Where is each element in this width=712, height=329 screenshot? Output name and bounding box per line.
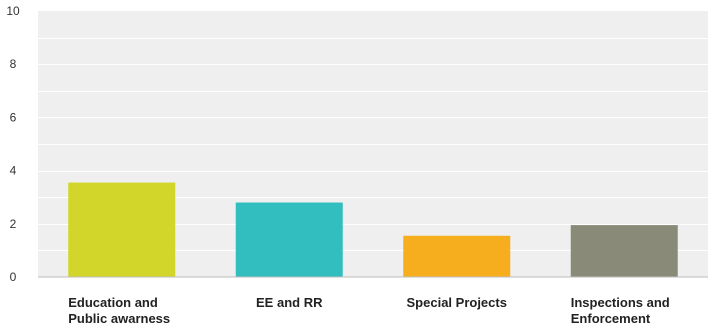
- x-tick-label: EE and RR: [256, 295, 323, 310]
- x-tick-label: Inspections and Enforcement: [571, 295, 670, 326]
- y-tick-label: 6: [10, 110, 17, 124]
- y-tick-label: 0: [10, 270, 17, 284]
- bar: [235, 202, 343, 277]
- y-axis-ticks: 0 2 4 6 8 10: [6, 4, 20, 284]
- x-tick-label: Education and Public awarness: [68, 295, 170, 326]
- y-tick-label: 4: [10, 164, 17, 178]
- bar: [403, 235, 511, 277]
- bars: [68, 182, 678, 277]
- bar: [68, 182, 176, 277]
- y-tick-label: 10: [6, 4, 20, 18]
- x-tick-label: Special Projects: [407, 295, 507, 310]
- y-tick-label: 8: [10, 57, 17, 71]
- y-tick-label: 2: [10, 217, 17, 231]
- bar: [570, 225, 678, 277]
- x-axis-ticks: Education and Public awarness EE and RR Spe…: [68, 295, 670, 326]
